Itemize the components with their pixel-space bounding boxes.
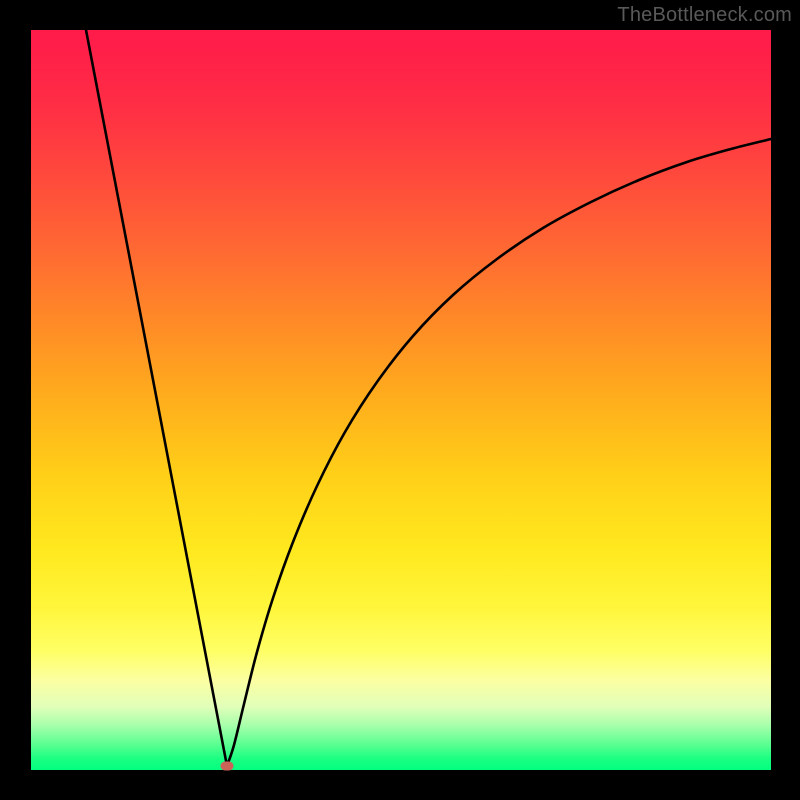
plot-area [31, 30, 771, 770]
valley-marker [221, 762, 234, 771]
gradient-background [31, 30, 771, 770]
chart-svg [31, 30, 771, 770]
attribution-text: TheBottleneck.com [617, 4, 792, 27]
